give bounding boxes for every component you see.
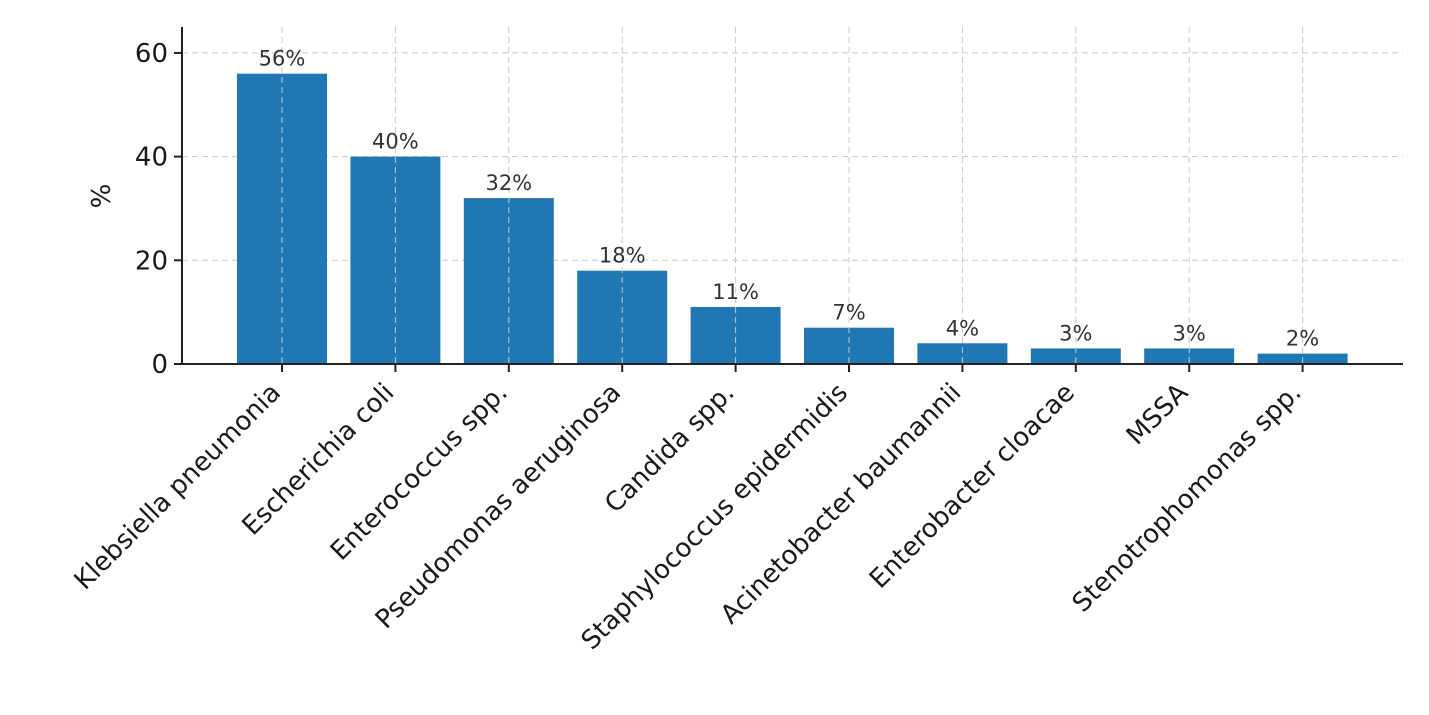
y-axis-title: % [87, 184, 117, 209]
x-tick-label-6: Acinetobacter baumannii [715, 378, 967, 630]
y-tick-label-60: 60 [135, 39, 168, 69]
bar-value-label-2: 32% [485, 171, 532, 195]
x-tick-label-8: MSSA [1121, 378, 1194, 451]
bar-4 [690, 306, 781, 364]
x-tick-label-9: Stenotrophomonas spp. [1067, 378, 1308, 619]
y-tick-label-20: 20 [135, 246, 168, 276]
bar-6 [917, 343, 1008, 364]
x-tick-label-7: Enterobacter cloacae [864, 378, 1081, 595]
bar-value-label-8: 3% [1173, 321, 1206, 345]
bars [237, 73, 1348, 365]
bar-value-label-4: 11% [712, 280, 759, 304]
x-tick-label-0: Klebsiella pneumonia [69, 378, 287, 596]
x-tick-label-3: Pseudomonas aeruginosa [370, 378, 627, 635]
bar-value-label-1: 40% [372, 130, 419, 154]
bar-value-label-3: 18% [599, 244, 646, 268]
bar-value-label-5: 7% [832, 301, 865, 325]
bar-value-label-9: 2% [1286, 327, 1319, 351]
bar-value-labels: 56% 40% 32% 18% 11% 7% 4% 3% 3% 2% [259, 47, 1320, 351]
y-tick-label-0: 0 [151, 350, 168, 380]
y-tick-label-40: 40 [135, 143, 168, 173]
bar-7 [1030, 348, 1121, 364]
bar-value-label-6: 4% [946, 316, 979, 340]
bar-value-label-0: 56% [259, 47, 306, 71]
bar-value-label-7: 3% [1059, 321, 1092, 345]
bar-8 [1144, 348, 1235, 364]
